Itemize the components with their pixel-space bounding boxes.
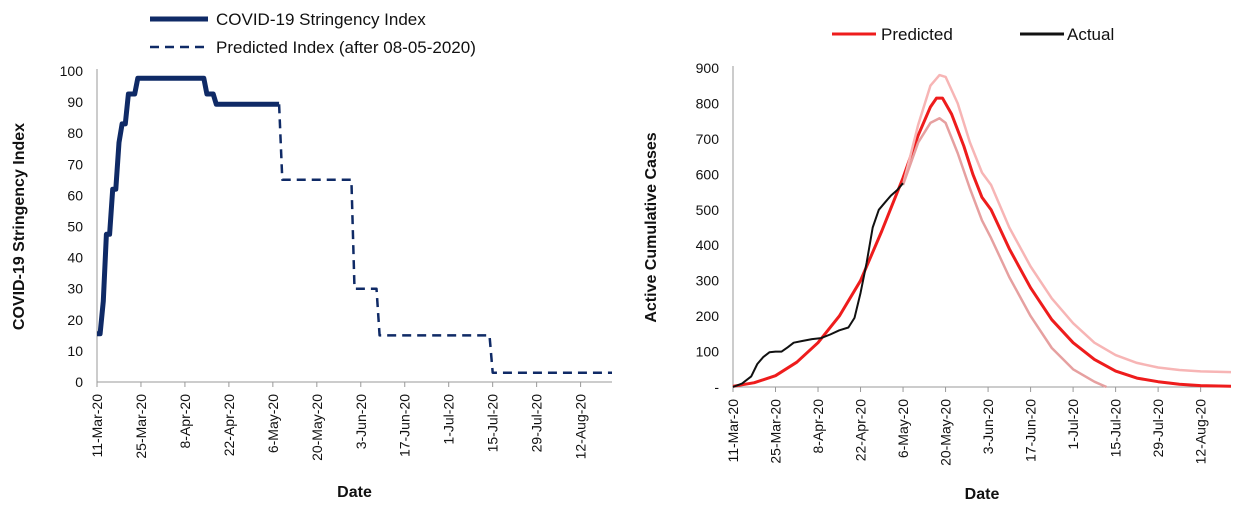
x-tick-label: 20-May-20 xyxy=(309,394,325,461)
x-tick-label: 17-Jun-20 xyxy=(1023,399,1039,462)
legend-label-actual: Actual xyxy=(1067,25,1114,44)
x-tick-label: 12-Aug-20 xyxy=(1193,399,1209,465)
x-tick-label: 15-Jul-20 xyxy=(1108,399,1124,458)
series-line-lower-bound xyxy=(901,117,1108,389)
y-tick-label: 10 xyxy=(67,343,83,359)
y-tick-label: 80 xyxy=(67,125,83,141)
y-tick-label: 900 xyxy=(696,60,720,76)
x-tick-label: 8-Apr-20 xyxy=(810,399,826,454)
y-tick-label: 500 xyxy=(696,202,720,218)
y-tick-label: 50 xyxy=(67,219,83,235)
x-tick-label: 11-Mar-20 xyxy=(725,399,741,463)
y-tick-label: 70 xyxy=(67,156,83,172)
y-tick-label: 200 xyxy=(696,308,720,324)
y-tick-label: 700 xyxy=(696,131,720,147)
y-tick-label: 20 xyxy=(67,312,83,328)
y-tick-label: 60 xyxy=(67,187,83,203)
y-tick-label: 300 xyxy=(696,273,720,289)
x-tick-label: 17-Jun-20 xyxy=(397,394,413,457)
x-tick-label: 22-Apr-20 xyxy=(853,399,869,461)
x-tick-label: 29-Jul-20 xyxy=(1150,399,1166,458)
y-tick-label: 0 xyxy=(75,374,83,390)
y-tick-label: 800 xyxy=(696,95,720,111)
x-tick-label: 1-Jul-20 xyxy=(1065,399,1081,450)
x-tick-label: 3-Jun-20 xyxy=(980,399,996,454)
y-tick-label: - xyxy=(714,379,719,395)
y-tick-label: 600 xyxy=(696,166,720,182)
series-line-covid-19-stringency-index xyxy=(97,75,280,337)
y-axis-title: Active Cumulative Cases xyxy=(643,132,660,322)
x-tick-label: 25-Mar-20 xyxy=(133,394,149,459)
series-line-predicted-index-after-08-05-2020 xyxy=(277,104,612,374)
x-tick-label: 3-Jun-20 xyxy=(353,394,369,449)
x-tick-label: 11-Mar-20 xyxy=(89,394,105,458)
x-tick-label: 12-Aug-20 xyxy=(573,394,589,460)
y-axis-title: COVID-19 Stringency Index xyxy=(11,123,28,330)
x-tick-label: 25-Mar-20 xyxy=(768,399,784,464)
legend-label-stringency: COVID-19 Stringency Index xyxy=(216,10,426,29)
x-tick-label: 8-Apr-20 xyxy=(177,394,193,449)
x-tick-label: 1-Jul-20 xyxy=(441,394,457,445)
y-tick-label: 40 xyxy=(67,250,83,266)
x-axis-title: Date xyxy=(965,486,1000,503)
y-tick-label: 30 xyxy=(67,281,83,297)
x-tick-label: 15-Jul-20 xyxy=(485,394,501,453)
x-tick-label: 22-Apr-20 xyxy=(221,394,237,456)
x-tick-label: 6-May-20 xyxy=(895,399,911,458)
legend-label-predicted-index: Predicted Index (after 08-05-2020) xyxy=(216,38,476,57)
legend-label-predicted: Predicted xyxy=(881,25,953,44)
series-line-upper-bound xyxy=(901,73,1232,374)
y-tick-label: 400 xyxy=(696,237,720,253)
y-tick-label: 100 xyxy=(696,344,720,360)
y-tick-label: 100 xyxy=(60,63,84,79)
y-tick-label: 90 xyxy=(67,94,83,110)
x-tick-label: 6-May-20 xyxy=(265,394,281,453)
stringency-chart: 0 10 20 30 40 50 60 70 80 90 100 11-Mar-20 25-Mar-20… xyxy=(11,10,612,501)
series-line-actual xyxy=(732,182,904,388)
series-line-predicted xyxy=(732,96,1232,388)
x-tick-label: 20-May-20 xyxy=(938,399,954,466)
x-axis-title: Date xyxy=(337,484,372,501)
x-tick-label: 29-Jul-20 xyxy=(529,394,545,453)
